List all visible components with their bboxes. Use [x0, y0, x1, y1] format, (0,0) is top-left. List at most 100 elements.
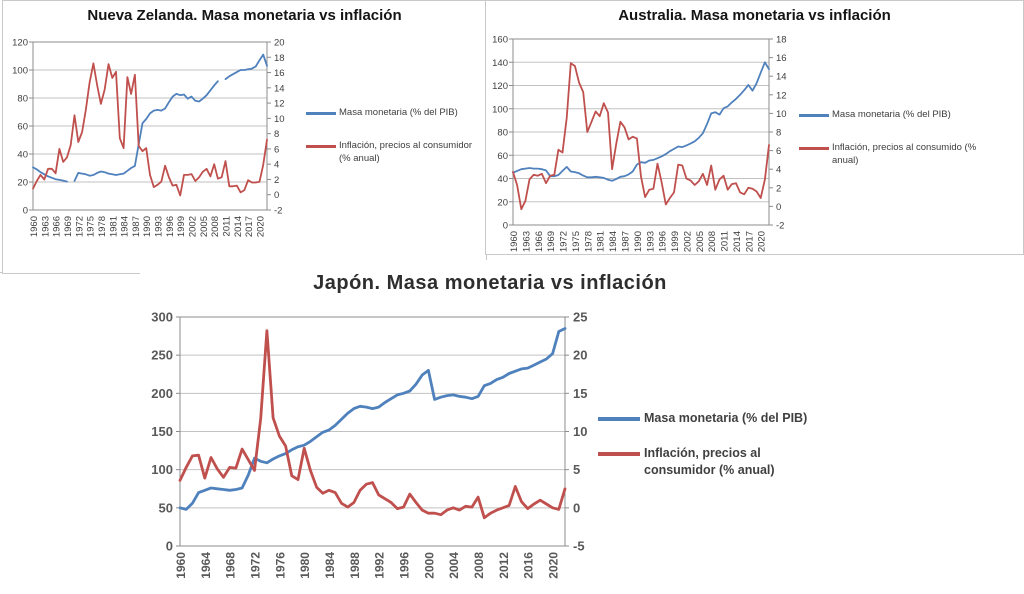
- svg-text:80: 80: [497, 128, 508, 139]
- svg-text:14: 14: [274, 83, 285, 94]
- svg-text:80: 80: [17, 94, 28, 105]
- svg-text:-2: -2: [776, 221, 784, 232]
- legend-label-masa-monetaria: Masa monetaria (% del PIB): [832, 109, 951, 120]
- svg-text:300: 300: [151, 310, 173, 325]
- svg-text:16: 16: [274, 68, 285, 79]
- svg-text:1981: 1981: [596, 231, 607, 252]
- svg-text:16: 16: [776, 53, 787, 64]
- svg-text:60: 60: [497, 151, 508, 162]
- chart-australia: Australia. Masa monetaria vs inflación 0…: [485, 0, 1024, 255]
- svg-text:1987: 1987: [131, 216, 142, 237]
- legend-australia: Masa monetaria (% del PIB) Inflación, pr…: [799, 109, 979, 188]
- svg-text:12: 12: [776, 90, 787, 101]
- svg-text:1984: 1984: [608, 231, 619, 252]
- svg-text:2014: 2014: [233, 216, 244, 237]
- legend-label-masa-monetaria: Masa monetaria (% del PIB): [339, 107, 458, 118]
- svg-text:160: 160: [492, 35, 508, 46]
- svg-text:18: 18: [776, 35, 787, 46]
- svg-text:1975: 1975: [86, 216, 97, 237]
- svg-text:100: 100: [151, 462, 173, 477]
- svg-text:6: 6: [776, 146, 781, 157]
- masa-monetaria-line-sample: [598, 417, 640, 421]
- svg-text:1996: 1996: [658, 231, 669, 252]
- svg-text:1990: 1990: [142, 216, 153, 237]
- svg-text:1993: 1993: [645, 231, 656, 252]
- svg-text:15: 15: [573, 386, 587, 401]
- svg-text:1964: 1964: [199, 552, 213, 579]
- svg-text:2004: 2004: [447, 552, 461, 579]
- chart-japan: Japón. Masa monetaria vs inflación 0 50 10…: [140, 260, 880, 594]
- svg-text:1987: 1987: [620, 231, 631, 252]
- svg-text:1993: 1993: [154, 216, 165, 237]
- legend-label-masa-monetaria: Masa monetaria (% del PIB): [644, 411, 808, 425]
- svg-text:1966: 1966: [52, 216, 63, 237]
- svg-text:1969: 1969: [546, 231, 557, 252]
- svg-text:-5: -5: [573, 539, 585, 554]
- svg-text:40: 40: [497, 174, 508, 185]
- chart-title-japan: Japón. Masa monetaria vs inflación: [313, 272, 667, 294]
- svg-text:0: 0: [573, 500, 580, 515]
- svg-text:0: 0: [776, 202, 781, 213]
- svg-text:1976: 1976: [273, 552, 287, 579]
- svg-text:100: 100: [492, 104, 508, 115]
- svg-text:2014: 2014: [732, 231, 743, 252]
- legend-new-zealand: Masa monetaria (% del PIB) Inflación, pr…: [306, 107, 486, 186]
- masa-monetaria-line-sample: [306, 112, 336, 115]
- svg-text:150: 150: [151, 424, 173, 439]
- legend-label-inflacion: Inflación, precios al consumidor (% anua…: [644, 445, 775, 477]
- svg-text:8: 8: [274, 129, 279, 140]
- svg-text:20: 20: [274, 38, 285, 49]
- svg-text:2020: 2020: [757, 231, 768, 252]
- legend-label-inflacion: Inflación, precios al consumido (% anual…: [832, 142, 977, 166]
- svg-text:1988: 1988: [348, 552, 362, 579]
- svg-text:2011: 2011: [221, 216, 232, 236]
- svg-text:120: 120: [12, 38, 28, 49]
- svg-text:2012: 2012: [497, 552, 511, 579]
- svg-text:2008: 2008: [210, 216, 221, 237]
- svg-text:100: 100: [12, 66, 28, 77]
- svg-text:1975: 1975: [571, 231, 582, 252]
- svg-text:1960: 1960: [174, 552, 188, 579]
- svg-text:1996: 1996: [165, 216, 176, 237]
- svg-text:1972: 1972: [249, 552, 263, 579]
- svg-text:50: 50: [159, 500, 173, 515]
- svg-text:1980: 1980: [298, 552, 312, 579]
- svg-text:1996: 1996: [398, 552, 412, 579]
- svg-text:-2: -2: [274, 206, 282, 217]
- svg-text:1981: 1981: [108, 216, 119, 237]
- svg-text:2: 2: [274, 175, 279, 186]
- svg-text:1963: 1963: [521, 231, 532, 252]
- svg-text:1978: 1978: [97, 216, 108, 237]
- inflacion-line-sample: [799, 147, 829, 151]
- svg-text:1992: 1992: [373, 552, 387, 579]
- legend-item-masa-monetaria: Masa monetaria (% del PIB): [799, 109, 979, 121]
- legend-item-masa-monetaria: Masa monetaria (% del PIB): [598, 410, 848, 427]
- chart-title-new-zealand: Nueva Zelanda. Masa monetaria vs inflaci…: [87, 7, 402, 24]
- svg-text:10: 10: [274, 114, 285, 125]
- chart-new-zealand: Nueva Zelanda. Masa monetaria vs inflaci…: [2, 0, 487, 274]
- svg-text:14: 14: [776, 72, 787, 83]
- svg-text:2011: 2011: [720, 231, 731, 251]
- svg-text:1990: 1990: [633, 231, 644, 252]
- svg-text:1969: 1969: [63, 216, 74, 237]
- svg-text:0: 0: [503, 221, 508, 232]
- svg-text:40: 40: [17, 150, 28, 161]
- svg-text:2000: 2000: [422, 552, 436, 579]
- svg-text:4: 4: [776, 165, 781, 176]
- legend-item-inflacion: Inflación, precios al consumidor (% anua…: [598, 445, 848, 479]
- svg-text:8: 8: [776, 128, 781, 139]
- svg-text:2005: 2005: [695, 231, 706, 252]
- svg-text:2008: 2008: [707, 231, 718, 252]
- svg-text:60: 60: [17, 122, 28, 133]
- inflacion-line-sample: [306, 145, 336, 149]
- svg-text:1960: 1960: [29, 216, 40, 237]
- svg-text:1984: 1984: [323, 552, 337, 579]
- svg-text:1966: 1966: [534, 231, 545, 252]
- svg-text:20: 20: [497, 197, 508, 208]
- svg-text:1972: 1972: [559, 231, 570, 252]
- svg-text:10: 10: [573, 424, 587, 439]
- svg-text:120: 120: [492, 81, 508, 92]
- legend-item-inflacion: Inflación, precios al consumido (% anual…: [799, 142, 979, 167]
